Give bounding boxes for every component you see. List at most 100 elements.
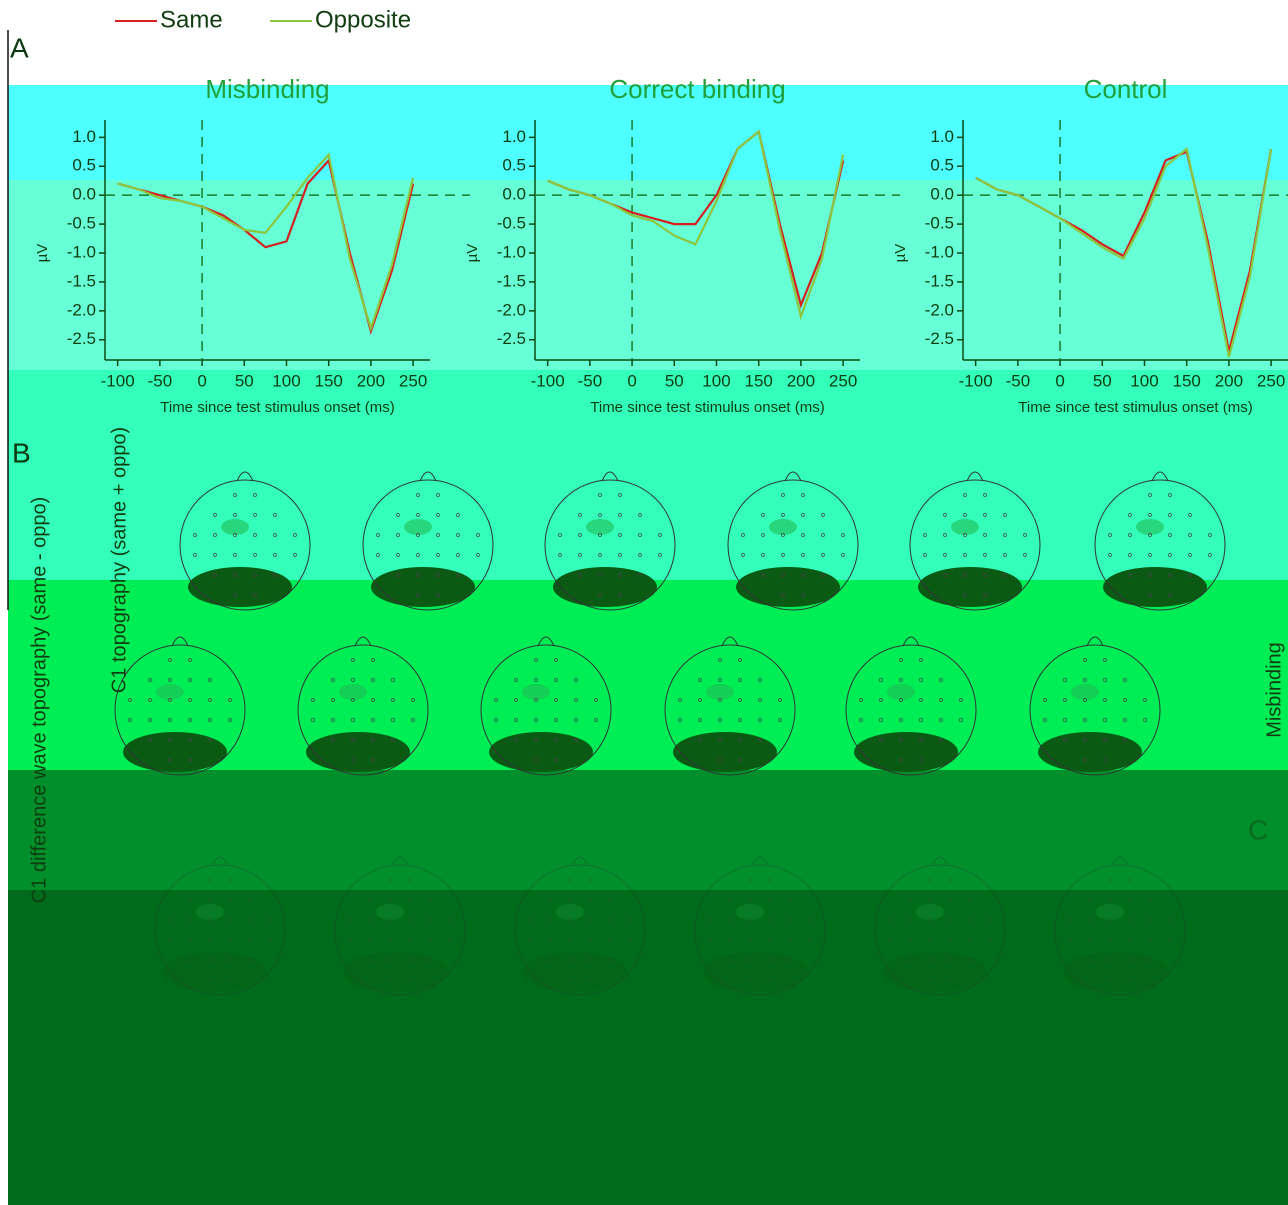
- scalp-blob: [306, 732, 410, 772]
- x-tick-label: 150: [315, 371, 343, 390]
- legend: Same Opposite: [115, 6, 411, 33]
- panel-label: A: [10, 32, 29, 63]
- legend-label: Same: [160, 6, 223, 33]
- scalp-blob: [951, 519, 979, 535]
- scalp-blob: [553, 567, 657, 607]
- x-tick-label: 200: [1215, 371, 1243, 390]
- x-axis-label: Time since test stimulus onset (ms): [1018, 399, 1253, 416]
- scalp-blob: [156, 684, 184, 700]
- x-tick-label: 50: [665, 371, 684, 390]
- y-tick-label: 0.5: [72, 156, 96, 175]
- scalp-blob: [371, 567, 475, 607]
- row-label: C1 difference wave topography (same - op…: [28, 497, 50, 904]
- y-tick-label: -1.0: [497, 242, 526, 261]
- y-tick-label: -0.5: [67, 214, 96, 233]
- y-tick-label: 1.0: [930, 127, 954, 146]
- scalp-blob: [883, 952, 987, 992]
- scalp-blob: [123, 732, 227, 772]
- x-tick-label: -50: [148, 371, 173, 390]
- scalp-blob: [673, 732, 777, 772]
- x-tick-label: 150: [1173, 371, 1201, 390]
- y-axis-label: µV: [892, 244, 909, 263]
- x-tick-label: -100: [959, 371, 993, 390]
- scalp-blob: [188, 567, 292, 607]
- scalp-blob: [489, 732, 593, 772]
- scalp-blob: [523, 952, 627, 992]
- y-tick-label: -1.5: [925, 271, 954, 290]
- panel-label: B: [12, 437, 31, 468]
- scalp-blob: [736, 567, 840, 607]
- chart-title: Correct binding: [609, 74, 785, 104]
- scalp-blob: [343, 952, 447, 992]
- scalp-blob: [522, 684, 550, 700]
- y-tick-label: -1.5: [497, 271, 526, 290]
- y-axis-label: µV: [34, 244, 51, 263]
- y-tick-label: -2.0: [67, 300, 96, 319]
- scalp-blob: [1103, 567, 1207, 607]
- scalp-blob: [221, 519, 249, 535]
- y-tick-label: -2.5: [497, 329, 526, 348]
- chart-title: Control: [1084, 74, 1168, 104]
- x-tick-label: -100: [531, 371, 565, 390]
- x-tick-label: -50: [578, 371, 603, 390]
- x-tick-label: 200: [787, 371, 815, 390]
- scalp-blob: [887, 684, 915, 700]
- scalp-blob: [854, 732, 958, 772]
- scalp-blob: [404, 519, 432, 535]
- x-tick-label: 100: [1130, 371, 1158, 390]
- y-tick-label: 1.0: [72, 127, 96, 146]
- x-tick-label: 250: [1257, 371, 1285, 390]
- x-tick-label: 200: [357, 371, 385, 390]
- x-tick-label: 0: [1055, 371, 1064, 390]
- y-tick-label: 1.0: [502, 127, 526, 146]
- scalp-blob: [196, 904, 224, 920]
- y-axis-label: µV: [464, 244, 481, 263]
- y-tick-label: 0.0: [502, 185, 526, 204]
- scalp-blob: [586, 519, 614, 535]
- scalp-blob: [163, 952, 267, 992]
- figure: A B C C1 topography (same + oppo) C1 dif…: [0, 0, 1288, 1205]
- y-tick-label: -1.0: [925, 242, 954, 261]
- scalp-blob: [1136, 519, 1164, 535]
- x-tick-label: 100: [702, 371, 730, 390]
- x-tick-label: 100: [272, 371, 300, 390]
- scalp-blob: [769, 519, 797, 535]
- scalp-blob: [703, 952, 807, 992]
- page: {"figure": {"panel_labels": ["A", "B", "…: [0, 0, 1288, 1205]
- scalp-blob: [339, 684, 367, 700]
- chart-title: Misbinding: [205, 74, 329, 104]
- scalp-blob: [736, 904, 764, 920]
- scalp-blob: [916, 904, 944, 920]
- scalp-blob: [706, 684, 734, 700]
- x-tick-label: -100: [101, 371, 135, 390]
- x-tick-label: 150: [745, 371, 773, 390]
- y-tick-label: 0.0: [72, 185, 96, 204]
- scalp-blob: [1071, 684, 1099, 700]
- scalp-blob: [918, 567, 1022, 607]
- y-tick-label: -0.5: [925, 214, 954, 233]
- y-tick-label: 0.5: [502, 156, 526, 175]
- scalp-blob: [1038, 732, 1142, 772]
- y-tick-label: 0.5: [930, 156, 954, 175]
- y-tick-label: -1.0: [67, 242, 96, 261]
- y-tick-label: 0.0: [930, 185, 954, 204]
- side-label: Misbinding: [1263, 642, 1285, 738]
- x-tick-label: 0: [197, 371, 206, 390]
- row-label: C1 topography (same + oppo): [108, 427, 130, 693]
- y-tick-label: -2.5: [925, 329, 954, 348]
- y-tick-label: -2.5: [67, 329, 96, 348]
- scalp-blob: [1096, 904, 1124, 920]
- x-tick-label: 250: [829, 371, 857, 390]
- y-tick-label: -2.0: [925, 300, 954, 319]
- panel-label: C: [1248, 814, 1268, 845]
- x-axis-label: Time since test stimulus onset (ms): [590, 399, 825, 416]
- x-tick-label: 50: [1093, 371, 1112, 390]
- y-tick-label: -2.0: [497, 300, 526, 319]
- x-tick-label: 250: [399, 371, 427, 390]
- x-axis-label: Time since test stimulus onset (ms): [160, 399, 395, 416]
- y-tick-label: -0.5: [497, 214, 526, 233]
- x-tick-label: 50: [235, 371, 254, 390]
- x-tick-label: -50: [1006, 371, 1031, 390]
- legend-label: Opposite: [315, 6, 411, 33]
- y-tick-label: -1.5: [67, 271, 96, 290]
